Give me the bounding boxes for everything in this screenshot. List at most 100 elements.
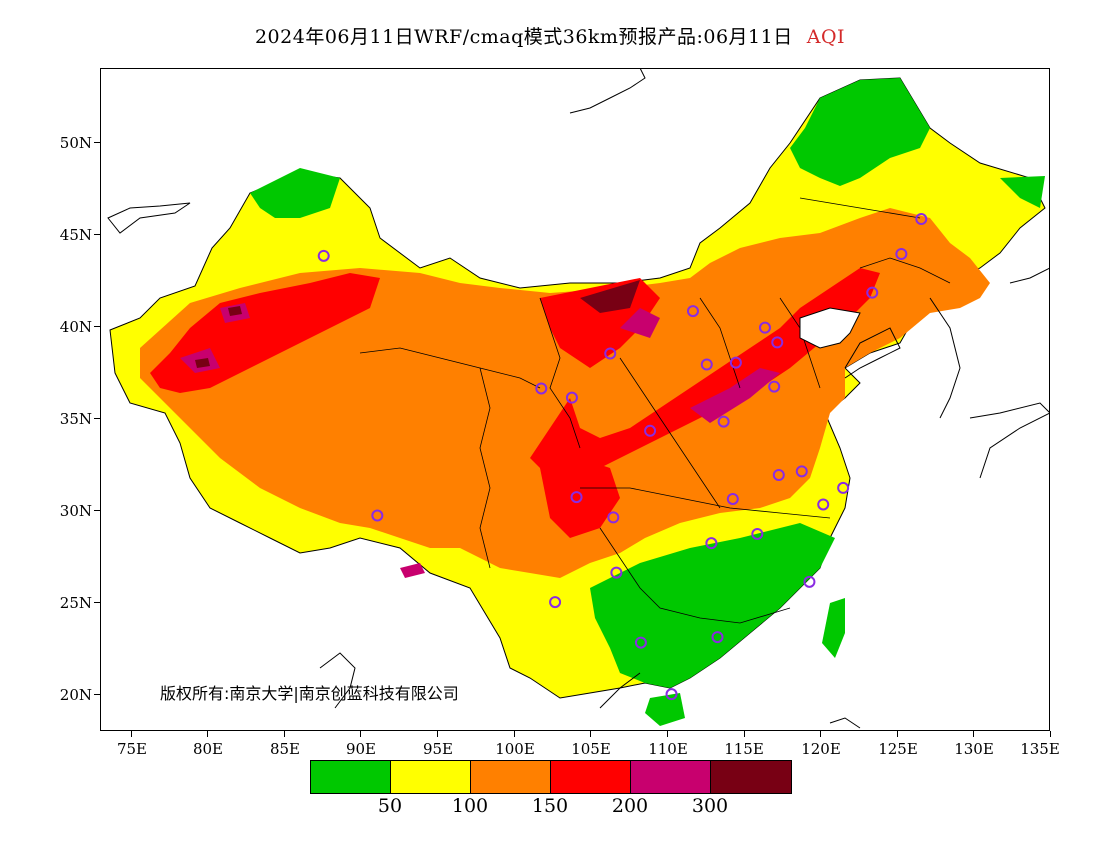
lon-label-115e: 115E: [724, 740, 764, 758]
station-marker: [772, 469, 785, 482]
red-north-china: [530, 268, 880, 488]
green-northeast: [790, 78, 930, 186]
lon-tick: [590, 731, 592, 737]
station-marker: [768, 380, 781, 393]
lat-tick: [94, 510, 100, 511]
station-marker: [686, 305, 699, 318]
lat-label-25n: 25N: [59, 594, 92, 612]
lon-label-105e: 105E: [571, 740, 611, 758]
maroon-xinjiang: [195, 358, 210, 368]
lat-tick: [94, 417, 100, 419]
legend-label-100: 100: [451, 795, 489, 817]
lat-label-40n: 40N: [59, 318, 92, 336]
aqi-map: [100, 68, 1050, 731]
station-marker: [915, 213, 928, 226]
station-marker: [604, 347, 617, 360]
station-marker: [610, 566, 623, 579]
lon-tick: [666, 731, 668, 737]
coastline-layer: [107, 68, 1050, 729]
lon-tick: [896, 731, 898, 737]
green-taiwan: [822, 598, 845, 658]
legend-swatch-magenta: [631, 761, 711, 793]
legend-swatch-maroon: [711, 761, 791, 793]
station-marker: [895, 248, 908, 261]
green-south: [590, 523, 835, 688]
lon-label-85e: 85E: [269, 740, 301, 758]
green-northeast-2: [1000, 176, 1045, 208]
bohai-sea: [799, 307, 861, 349]
lon-label-75e: 75E: [116, 740, 148, 758]
station-marker: [700, 358, 713, 371]
lon-tick: [973, 731, 975, 737]
station-marker: [665, 688, 678, 701]
legend-swatch-yellow: [391, 761, 471, 793]
copyright-text: 版权所有:南京大学|南京创蓝科技有限公司: [160, 684, 459, 703]
station-marker: [549, 596, 562, 609]
station-marker: [634, 636, 647, 649]
maroon-north-china: [580, 280, 640, 313]
legend-swatch-red: [551, 761, 631, 793]
station-marker: [803, 575, 816, 588]
lon-tick: [743, 731, 745, 737]
legend-swatch-green: [311, 761, 391, 793]
lon-tick: [283, 731, 285, 737]
lon-label-90e: 90E: [345, 740, 377, 758]
lat-tick: [94, 141, 100, 143]
station-marker: [726, 492, 739, 505]
station-marker: [817, 498, 830, 511]
lon-label-125e: 125E: [878, 740, 918, 758]
station-marker: [837, 481, 850, 494]
legend-label-200: 200: [611, 795, 649, 817]
station-marker: [570, 491, 583, 504]
lat-tick: [94, 694, 100, 696]
legend-label-50: 50: [377, 795, 403, 817]
lon-tick: [437, 731, 439, 737]
station-marker: [717, 415, 730, 428]
lon-label-130e: 130E: [954, 740, 994, 758]
lon-label-80e: 80E: [192, 740, 224, 758]
title-main: 2024年06月11日WRF/cmaq模式36km预报产品:06月11日: [254, 26, 793, 48]
station-marker: [711, 631, 724, 644]
map-title: 2024年06月11日WRF/cmaq模式36km预报产品:06月11日 AQI: [0, 22, 1100, 49]
station-marker: [751, 527, 764, 540]
magenta-yunnan: [400, 563, 425, 578]
lon-label-95e: 95E: [422, 740, 454, 758]
title-variable: AQI: [806, 26, 846, 48]
magenta-north-china: [620, 308, 660, 338]
lat-tick: [94, 233, 100, 235]
lat-label-35n: 35N: [59, 410, 92, 428]
station-marker: [371, 509, 384, 522]
lon-label-110e: 110E: [648, 740, 688, 758]
station-marker: [771, 336, 784, 349]
legend-label-300: 300: [691, 795, 729, 817]
station-marker: [759, 321, 771, 334]
station-marker: [317, 249, 330, 262]
lat-tick: [94, 325, 100, 327]
color-legend: [310, 760, 792, 794]
lon-tick: [820, 731, 822, 737]
lon-label-120e: 120E: [801, 740, 841, 758]
lon-tick: [360, 731, 362, 737]
station-marker: [866, 286, 879, 299]
lat-label-20n: 20N: [59, 686, 92, 704]
legend-swatch-orange: [471, 761, 551, 793]
aqi-fill-layer: [109, 77, 1046, 726]
station-markers: [317, 213, 928, 701]
lon-label-100e: 100E: [495, 740, 535, 758]
lat-label-30n: 30N: [59, 502, 92, 520]
station-marker: [729, 356, 742, 369]
station-marker: [565, 391, 578, 404]
maroon-xinjiang-2: [228, 306, 242, 316]
magenta-band: [690, 368, 780, 423]
lon-tick: [207, 731, 209, 737]
green-xinjiang-north: [250, 168, 340, 218]
lon-tick: [513, 731, 515, 737]
station-marker: [535, 382, 548, 395]
legend-label-150: 150: [531, 795, 569, 817]
lat-label-45n: 45N: [59, 226, 92, 244]
red-sichuan: [540, 458, 620, 538]
lon-label-135e: 135E: [1020, 740, 1060, 758]
lat-label-50n: 50N: [59, 134, 92, 152]
station-marker: [607, 511, 620, 524]
lon-tick: [130, 731, 132, 737]
